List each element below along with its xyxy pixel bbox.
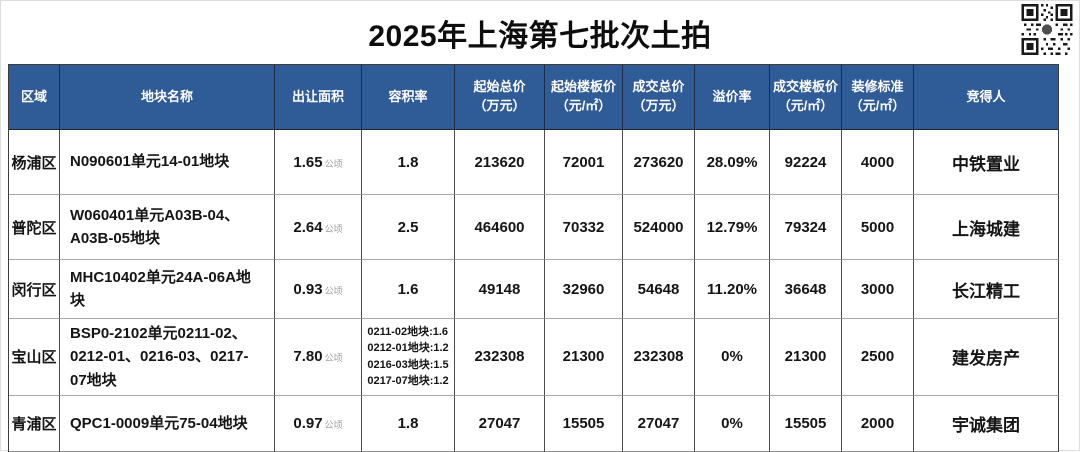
cell-deal-floor: 36648 (770, 260, 842, 319)
cell-far: 2.5 (362, 195, 455, 260)
cell-decoration: 4000 (842, 130, 914, 195)
cell-deal-floor: 15505 (770, 395, 842, 452)
cell-start-floor: 21300 (545, 319, 623, 396)
cell-far: 1.8 (362, 130, 455, 195)
cell-area: 7.80 公顷 (275, 319, 362, 396)
cell-deal-floor: 21300 (770, 319, 842, 396)
page-title: 2025年上海第七批次土拍 (368, 19, 712, 53)
cell-deal-total: 54648 (623, 260, 695, 319)
title-bar: 2025年上海第七批次土拍 (1, 1, 1079, 64)
cell-region: 普陀区 (9, 195, 60, 260)
col-header-deal-total: 成交总价 （万元） (623, 65, 695, 130)
cell-winner: 建发房产 (914, 319, 1059, 396)
cell-start-floor: 72001 (545, 130, 623, 195)
col-header-winner: 竞得人 (914, 65, 1059, 130)
cell-plot-name: QPC1-0009单元75-04地块 (60, 395, 275, 452)
cell-deal-floor: 92224 (770, 130, 842, 195)
col-header-area: 出让面积 (275, 65, 362, 130)
cell-region: 青浦区 (9, 395, 60, 452)
cell-decoration: 5000 (842, 195, 914, 260)
cell-premium: 28.09% (695, 130, 770, 195)
cell-deal-total: 232308 (623, 319, 695, 396)
land-auction-table: 区域 地块名称 出让面积 容积率 起始总价 （万元） 起始楼板价 （元/㎡） 成交总… (8, 64, 1059, 452)
cell-start-total: 232308 (455, 319, 545, 396)
cell-winner: 中铁置业 (914, 130, 1059, 195)
area-unit-label: 公顷 (324, 285, 343, 296)
cell-deal-total: 273620 (623, 130, 695, 195)
cell-deal-total: 524000 (623, 195, 695, 260)
cell-start-floor: 70332 (545, 195, 623, 260)
area-unit-label: 公顷 (324, 158, 343, 169)
cell-start-total: 464600 (455, 195, 545, 260)
cell-winner: 上海城建 (914, 195, 1059, 260)
cell-plot-name: BSP0-2102单元0211-02、0212-01、0216-03、0217-… (60, 319, 275, 396)
cell-far: 1.6 (362, 260, 455, 319)
cell-deal-total: 27047 (623, 395, 695, 452)
cell-region: 闵行区 (9, 260, 60, 319)
col-header-region: 区域 (9, 65, 60, 130)
cell-start-floor: 15505 (545, 395, 623, 452)
area-unit-label: 公顷 (324, 223, 343, 234)
cell-plot-name: N090601单元14-01地块 (60, 130, 275, 195)
cell-plot-name: MHC10402单元24A-06A地块 (60, 260, 275, 319)
area-unit-label: 公顷 (324, 353, 343, 364)
col-header-start-floor: 起始楼板价 （元/㎡） (545, 65, 623, 130)
cell-area: 0.97 公顷 (275, 395, 362, 452)
cell-premium: 11.20% (695, 260, 770, 319)
cell-start-floor: 32960 (545, 260, 623, 319)
col-header-decoration: 装修标准 （元/㎡） (842, 65, 914, 130)
col-header-start-total: 起始总价 （万元） (455, 65, 545, 130)
cell-premium: 12.79% (695, 195, 770, 260)
qr-code-icon (1021, 4, 1073, 55)
table-row: 青浦区 QPC1-0009单元75-04地块 0.97 公顷 1.8 27047 … (9, 395, 1059, 452)
cell-start-total: 49148 (455, 260, 545, 319)
cell-far: 0211-02地块:1.6 0212-01地块:1.2 0216-03地块:1.… (362, 319, 455, 396)
area-unit-label: 公顷 (324, 419, 343, 430)
cell-decoration: 3000 (842, 260, 914, 319)
table-row: 闵行区 MHC10402单元24A-06A地块 0.93 公顷 1.6 49148… (9, 260, 1059, 319)
cell-premium: 0% (695, 395, 770, 452)
cell-premium: 0% (695, 319, 770, 396)
header-row: 区域 地块名称 出让面积 容积率 起始总价 （万元） 起始楼板价 （元/㎡） 成交总… (9, 65, 1059, 130)
col-header-premium: 溢价率 (695, 65, 770, 130)
cell-start-total: 27047 (455, 395, 545, 452)
cell-far: 1.8 (362, 395, 455, 452)
cell-winner: 长江精工 (914, 260, 1059, 319)
table-row: 普陀区 W060401单元A03B-04、A03B-05地块 2.64 公顷 2.… (9, 195, 1059, 260)
cell-decoration: 2500 (842, 319, 914, 396)
col-header-far: 容积率 (362, 65, 455, 130)
cell-area: 1.65 公顷 (275, 130, 362, 195)
col-header-plot-name: 地块名称 (60, 65, 275, 130)
col-header-deal-floor: 成交楼板价 （元/㎡） (770, 65, 842, 130)
cell-region: 宝山区 (9, 319, 60, 396)
cell-plot-name: W060401单元A03B-04、A03B-05地块 (60, 195, 275, 260)
cell-start-total: 213620 (455, 130, 545, 195)
cell-deal-floor: 79324 (770, 195, 842, 260)
table-row: 杨浦区 N090601单元14-01地块 1.65 公顷 1.8 213620 7… (9, 130, 1059, 195)
table-row: 宝山区 BSP0-2102单元0211-02、0212-01、0216-03、0… (9, 319, 1059, 396)
cell-area: 2.64 公顷 (275, 195, 362, 260)
cell-winner: 宇诚集团 (914, 395, 1059, 452)
cell-decoration: 2000 (842, 395, 914, 452)
cell-region: 杨浦区 (9, 130, 60, 195)
cell-area: 0.93 公顷 (275, 260, 362, 319)
